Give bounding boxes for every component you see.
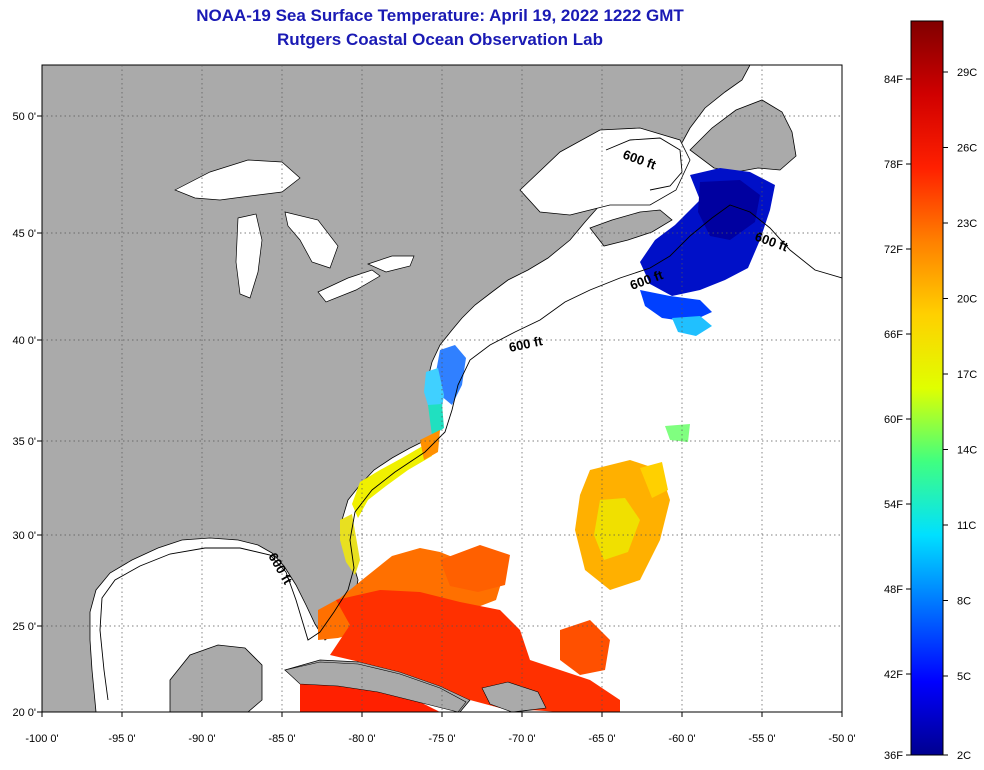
- lake-ontario: [367, 255, 415, 273]
- colorbar-f-label: 42F: [884, 669, 903, 681]
- yucatan-land: [169, 644, 263, 712]
- contour-label: 600 ft: [508, 333, 545, 355]
- lake-superior: [174, 159, 301, 201]
- lat-tick-label: 40 0': [12, 335, 36, 347]
- lon-tick-label: -75 0': [428, 733, 455, 745]
- axis-labels: -100 0' -95 0' -90 0' -85 0' -80 0' -75 0' -70…: [12, 111, 855, 745]
- gulf-of-st-lawrence: [519, 127, 691, 216]
- colorbar-c-label: 14C: [957, 445, 977, 457]
- lon-tick-label: -80 0': [348, 733, 375, 745]
- lon-tick-label: -65 0': [588, 733, 615, 745]
- lat-tick-label: 30 0': [12, 530, 36, 542]
- lat-tick-label: 25 0': [12, 621, 36, 633]
- colorbar-f-label: 72F: [884, 244, 903, 256]
- map-subtitle: Rutgers Coastal Ocean Observation Lab: [277, 30, 603, 49]
- lake-erie: [317, 269, 381, 303]
- lon-tick-label: -50 0': [828, 733, 855, 745]
- lon-tick-label: -55 0': [748, 733, 775, 745]
- colorbar-c-label: 17C: [957, 369, 977, 381]
- colorbar-c-label: 23C: [957, 218, 977, 230]
- colorbar-labels: 84F 78F 72F 66F 60F 54F 48F 42F 36F 29C 26C 23C 20C 1…: [884, 67, 977, 762]
- lon-tick-label: -95 0': [108, 733, 135, 745]
- lon-tick-label: -85 0': [268, 733, 295, 745]
- lon-tick-label: -70 0': [508, 733, 535, 745]
- colorbar-f-label: 54F: [884, 499, 903, 511]
- lon-tick-label: -100 0': [25, 733, 58, 745]
- colorbar-c-label: 2C: [957, 750, 971, 762]
- lat-tick-label: 35 0': [12, 436, 36, 448]
- colorbar-c-label: 8C: [957, 596, 971, 608]
- sst-data-layer: [300, 168, 775, 712]
- lon-tick-label: -90 0': [188, 733, 215, 745]
- colorbar-c-label: 5C: [957, 671, 971, 683]
- colorbar-f-label: 66F: [884, 329, 903, 341]
- colorbar-f-label: 78F: [884, 159, 903, 171]
- colorbar-c-label: 20C: [957, 294, 977, 306]
- colorbar-c-label: 11C: [957, 520, 976, 532]
- lake-michigan: [235, 213, 263, 299]
- map-title: NOAA-19 Sea Surface Temperature: April 1…: [196, 6, 684, 25]
- colorbar-c-label: 29C: [957, 67, 977, 79]
- lake-huron: [284, 211, 339, 269]
- graticule: [37, 65, 843, 717]
- colorbar-c-label: 26C: [957, 143, 977, 155]
- colorbar-f-label: 48F: [884, 584, 903, 596]
- lat-tick-label: 20 0': [12, 707, 36, 719]
- colorbar-f-label: 36F: [884, 750, 903, 762]
- 600ft-contour-line: [99, 204, 842, 701]
- colorbar-f-label: 60F: [884, 414, 903, 426]
- lat-tick-label: 50 0': [12, 111, 36, 123]
- lon-tick-label: -60 0': [668, 733, 695, 745]
- nova-scotia-land: [589, 209, 673, 247]
- colorbar-f-label: 84F: [884, 74, 903, 86]
- colorbar: [910, 20, 944, 756]
- lat-tick-label: 45 0': [12, 228, 36, 240]
